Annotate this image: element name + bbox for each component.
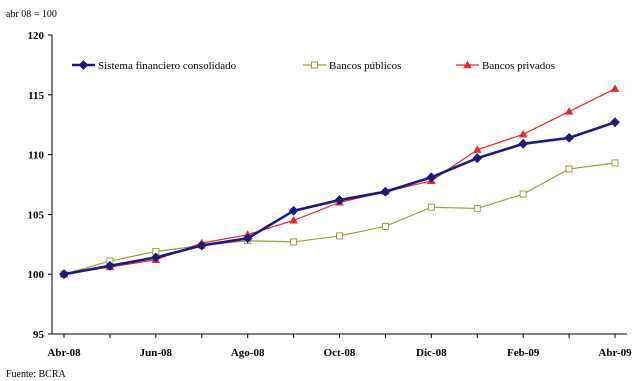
data-point (150, 252, 161, 263)
data-point (610, 84, 620, 92)
data-point (473, 204, 481, 212)
data-point (427, 203, 435, 211)
y-tick-label: 120 (28, 30, 45, 42)
y-tick-label: 110 (28, 150, 44, 162)
data-point (564, 107, 574, 115)
x-axis-ticks: Abr-08 Jun-08 Ago-08 Oct-08 Dic-08 Feb-09 Abr-… (47, 334, 632, 359)
legend-item: Bancos privados (456, 60, 555, 72)
data-point (565, 165, 573, 173)
data-point (381, 222, 389, 230)
data-point (610, 117, 620, 128)
data-point (564, 132, 574, 143)
y-unit-label: abr 08 = 100 (6, 9, 57, 20)
data-point (105, 260, 115, 271)
data-point (472, 145, 482, 153)
legend-item: Bancos públicos (303, 60, 401, 72)
y-tick-label: 100 (28, 269, 45, 281)
data-point (288, 205, 299, 216)
series-line (63, 162, 616, 275)
x-tick-label: Abr-09 (598, 347, 632, 359)
legend-swatch-marker (463, 60, 472, 69)
data-point (336, 232, 343, 240)
series-line (63, 88, 616, 275)
data-point (472, 153, 483, 164)
y-tick-label: 105 (28, 209, 45, 221)
data-point (611, 159, 619, 167)
series-triangle (59, 84, 620, 278)
legend-label: Bancos privados (482, 60, 555, 72)
data-point (518, 129, 528, 138)
legend-swatch-marker (311, 61, 318, 69)
legend-swatch-marker (78, 60, 89, 70)
y-tick-label: 115 (28, 90, 44, 102)
data-point (334, 195, 345, 205)
legend: Sistema financiero consolidado Bancos púb… (72, 60, 555, 72)
series-diamond (59, 117, 620, 280)
x-tick-label: Oct-08 (324, 347, 356, 359)
data-point (59, 269, 69, 280)
data-point (290, 238, 298, 246)
data-point (426, 172, 437, 183)
x-tick-label: Ago-08 (231, 347, 265, 359)
x-tick-label: Feb-09 (507, 347, 540, 359)
data-point (289, 215, 298, 224)
x-tick-label: Jun-08 (140, 347, 173, 359)
data-point (196, 240, 207, 251)
data-point (380, 186, 391, 197)
legend-label: Sistema financiero consolidado (98, 60, 237, 72)
x-tick-label: Dic-08 (416, 347, 447, 359)
legend-label: Bancos públicos (329, 60, 401, 72)
series-layer (59, 84, 620, 280)
y-tick-label: 95 (33, 329, 45, 341)
legend-item: Sistema financiero consolidado (72, 60, 237, 72)
y-axis-ticks: 95 100 105 110 115 120 (28, 30, 52, 341)
x-tick-label: Abr-08 (47, 347, 81, 359)
data-point (519, 190, 527, 198)
data-point (518, 138, 529, 149)
source-note: Fuente: BCRA (6, 369, 67, 380)
data-point (242, 233, 253, 244)
